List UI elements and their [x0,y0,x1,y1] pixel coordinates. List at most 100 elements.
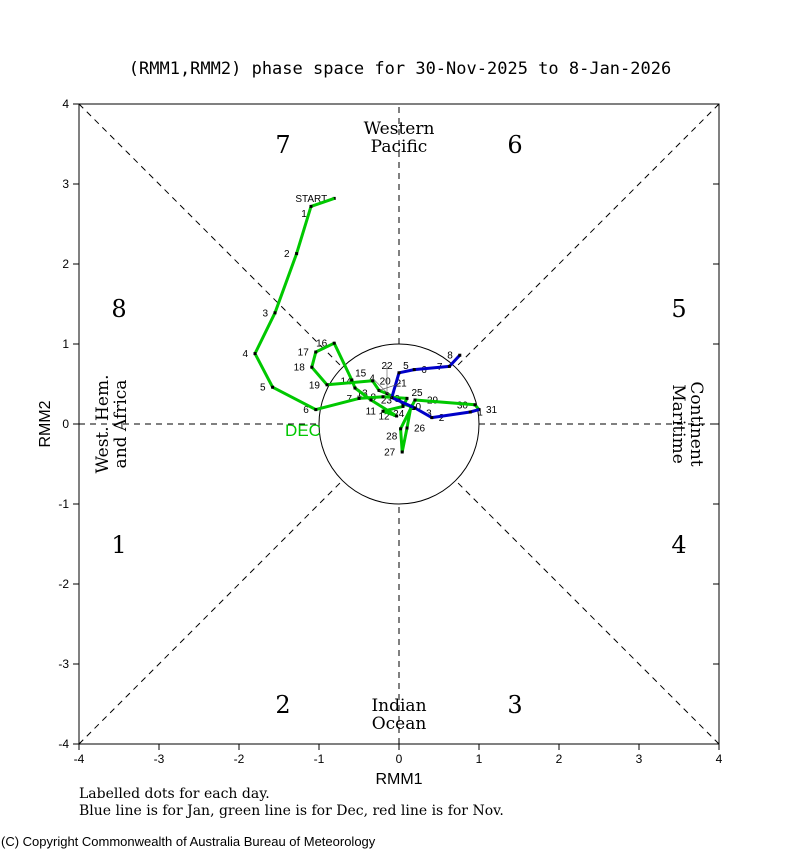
data-point-dec: [object SVGGElement] [350,378,354,382]
data-label: 24 [393,409,405,420]
region-indian-ocean-2: Ocean [372,714,427,734]
data-label: 20 [380,376,392,387]
data-point-jan: [object SVGGElement] [412,368,416,372]
chart-title: (RMM1,RMM2) phase space for 30-Nov-2025 … [129,59,671,79]
data-point-dec: [object SVGGElement] [353,386,357,390]
diagonal-divider [78,103,343,368]
data-label: 30 [457,400,469,411]
data-label: 15 [355,368,367,379]
region-west-hem-1: West. Hem. [93,375,113,474]
data-point-jan: [object SVGGElement] [397,371,401,375]
data-label: 5 [260,383,266,394]
region-western-pacific-1: Western [364,119,435,139]
data-point-dec: [object SVGGElement] [357,396,361,400]
phase-label-5: 5 [671,295,686,323]
y-tick-label: 1 [62,337,69,351]
data-label: 27 [384,448,396,459]
data-label: 5 [403,361,409,372]
region-western-pacific-2: Pacific [371,137,428,157]
data-label: 1 [477,408,483,419]
data-point-dec: [object SVGGElement] [253,352,257,356]
x-tick-label: 0 [396,752,403,766]
region-maritime-2: Continent [686,381,706,466]
data-label: 18 [294,363,306,374]
data-point-jan: [object SVGGElement] [430,416,434,420]
data-label: 2 [439,413,445,424]
data-point-dec: [object SVGGElement] [381,395,385,399]
y-axis-label: RMM2 [37,400,54,447]
data-point-dec: [object SVGGElement] [310,365,314,369]
start-label: START [295,194,327,205]
data-point-dec: [object SVGGElement] [273,311,277,315]
x-tick-label: -3 [154,752,165,766]
x-tick-label: 4 [716,752,723,766]
y-tick-label: -3 [58,657,69,671]
copyright-text: (C) Copyright Commonwealth of Australia … [1,834,376,849]
data-label: 6 [421,365,427,376]
diagonal-divider [455,103,720,368]
y-tick-label: 0 [62,417,69,431]
data-label: 31 [486,405,498,416]
data-label: 25 [411,388,423,399]
data-point-jan: [object SVGGElement] [458,353,462,357]
data-point-dec: [object SVGGElement] [401,404,405,408]
data-label: 4 [369,373,375,384]
y-tick-label: -1 [58,497,69,511]
data-label: 21 [396,379,408,390]
data-label: 3 [426,409,432,420]
phase-label-4: 4 [671,531,686,559]
phase-label-6: 6 [507,131,522,159]
data-label: 1 [301,209,307,220]
data-label: 3 [262,308,268,319]
data-label: 6 [303,405,309,416]
data-point-dec: [object SVGGElement] [325,383,329,387]
data-labels: DECSTART12345678910111213141516171819202… [242,194,497,459]
y-tick-label: -2 [58,577,69,591]
y-tick-label: 3 [62,177,69,191]
data-point-jan: [object SVGGElement] [447,364,451,368]
y-tick-label: 2 [62,257,69,271]
x-tick-label: -4 [74,752,85,766]
series-line-dec: [object SVGGElement] [253,196,481,454]
phase-label-2: 2 [275,691,290,719]
data-point-dec: [object SVGGElement] [271,385,275,389]
y-tick-label: -4 [58,737,69,751]
data-label: 4 [242,349,248,360]
unit-circle [318,343,480,505]
data-point-dec: [object SVGGElement] [314,408,318,412]
data-label: 11 [366,407,377,418]
data-label: 17 [298,348,310,359]
data-point-dec: [object SVGGElement] [405,426,409,430]
phase-label-7: 7 [275,131,290,159]
x-tick-label: 3 [636,752,643,766]
data-point-dec: [object SVGGElement] [413,398,417,402]
data-point-dec: [object SVGGElement] [332,341,336,345]
data-point-dec: [object SVGGElement] [295,252,299,256]
note-labelled-dots: Labelled dots for each day. [79,786,270,802]
data-point-dec: [object SVGGElement] [309,204,313,208]
region-west-hem-2: and Africa [111,380,131,469]
x-tick-label: -2 [234,752,245,766]
diagonal-divider [455,480,720,745]
data-point-jan: [object SVGGElement] [468,410,472,414]
label-leader-line: [object SVGGElement] [371,377,393,398]
data-point-dec: [object SVGGElement] [371,379,375,383]
phase-label-1: 1 [111,531,126,559]
data-label: 26 [414,424,426,435]
data-point-dec: [object SVGGElement] [399,427,403,431]
note-line-colors: Blue line is for Jan, green line is for … [79,803,504,819]
phase-label-8: 8 [111,295,126,323]
data-point-dec: [object SVGGElement] [369,398,373,402]
data-label: 28 [386,431,398,442]
data-label: 12 [378,412,390,423]
region-maritime-1: Maritime [668,384,688,464]
phase-label-3: 3 [507,691,522,719]
x-axis-label: RMM1 [375,771,422,788]
data-label: 23 [381,396,393,407]
data-point-dec: [object SVGGElement] [381,409,385,413]
x-tick-label: -1 [314,752,325,766]
data-point-jan: [object SVGGElement] [413,406,417,410]
data-point-dec: [object SVGGElement] [400,450,404,454]
